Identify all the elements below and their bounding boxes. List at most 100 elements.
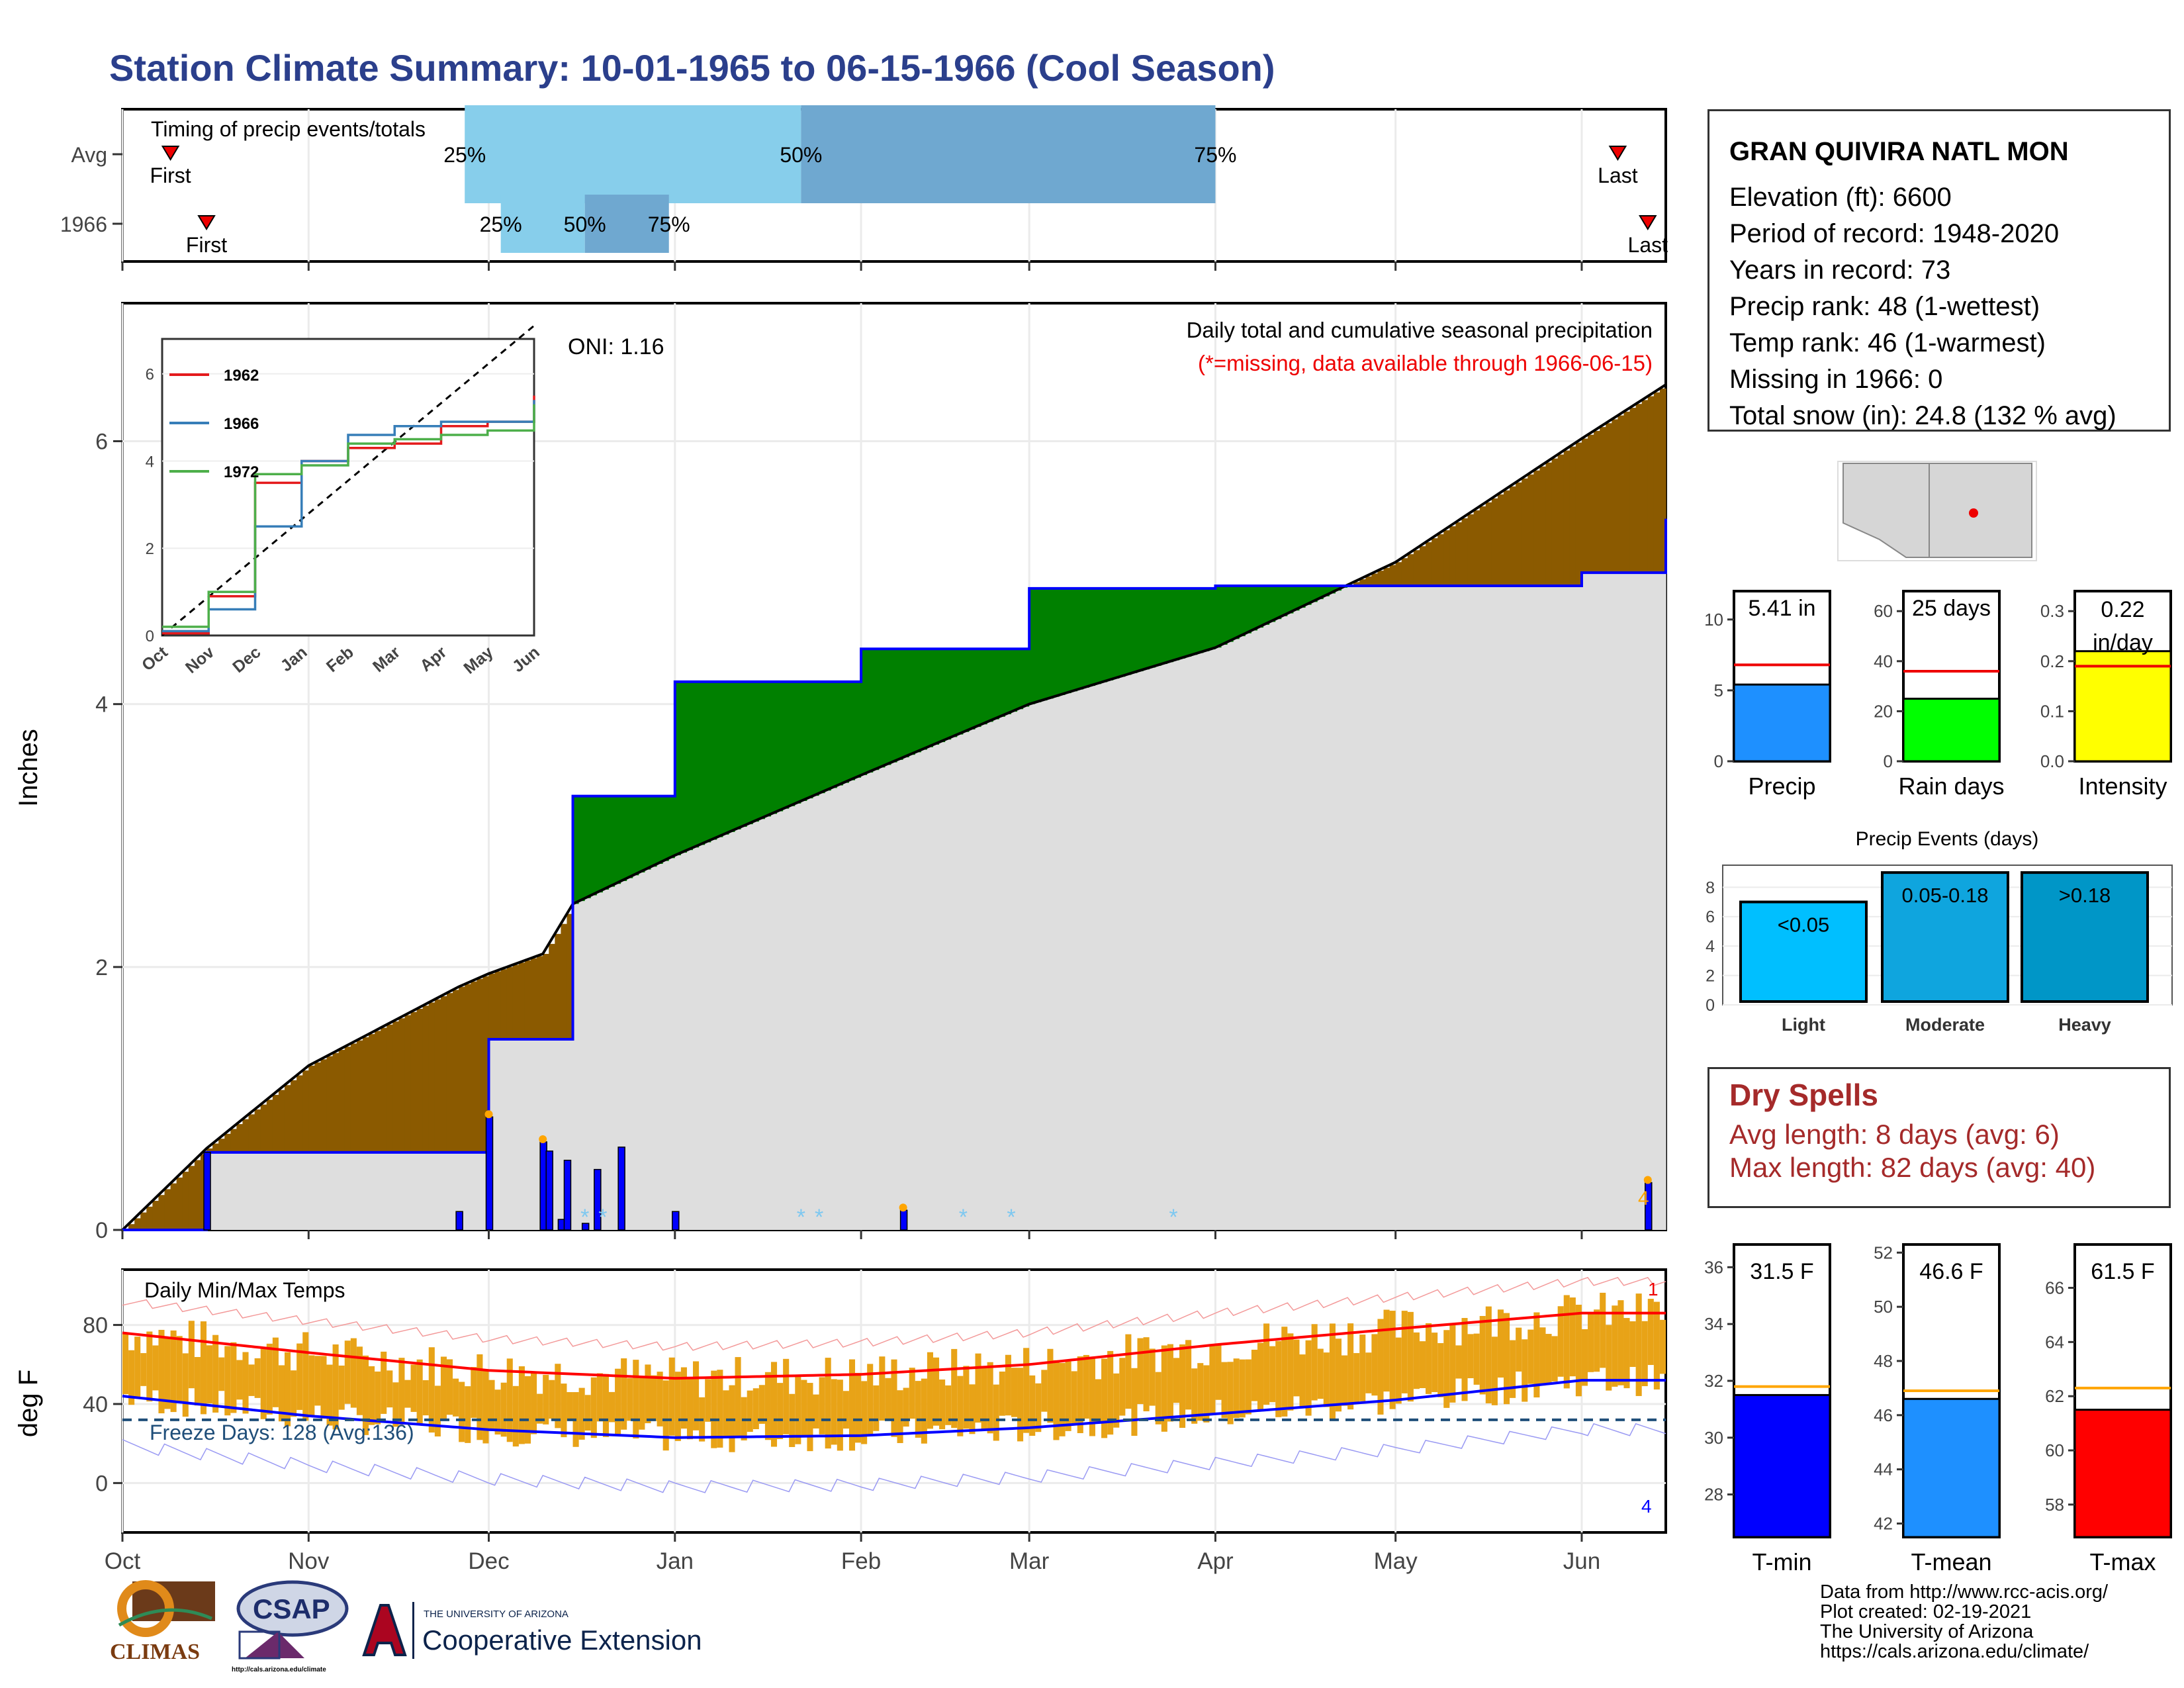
- below-avg-area: [338, 1049, 345, 1152]
- climatology-fill: [993, 719, 1000, 1230]
- climatology-fill: [842, 782, 850, 1230]
- below-avg-area: [1443, 530, 1450, 586]
- climatology-fill: [344, 1152, 351, 1230]
- climatology-fill: [662, 861, 670, 1230]
- climatology-fill: [1581, 573, 1588, 1230]
- daily-precip-bar: [899, 1209, 908, 1231]
- climatology-fill: [284, 1152, 291, 1230]
- below-avg-area: [1504, 490, 1510, 586]
- climatology-fill: [795, 803, 801, 1230]
- below-avg-area: [1629, 408, 1637, 573]
- above-avg-area: [608, 796, 615, 887]
- daily-temp-bar: [1401, 1311, 1408, 1393]
- climatology-fill: [392, 1152, 400, 1230]
- climatology-fill: [512, 1039, 520, 1230]
- daily-temp-bar: [987, 1362, 993, 1434]
- above-avg-area: [957, 649, 964, 735]
- daily-temp-bar: [1539, 1327, 1546, 1386]
- above-avg-area: [621, 796, 627, 881]
- daily-temp-bar: [1377, 1319, 1384, 1415]
- csap-mountain: [245, 1632, 304, 1658]
- climatology-fill: [1161, 664, 1168, 1230]
- above-avg-area: [1011, 649, 1018, 712]
- climatology-fill: [596, 892, 604, 1230]
- inset-series-line: [162, 404, 535, 628]
- precip-event-name: Heavy: [2058, 1015, 2111, 1035]
- climatology-fill: [506, 1039, 514, 1230]
- above-avg-area: [848, 681, 856, 780]
- summary-y-tick-label: 0.2: [2040, 651, 2064, 671]
- above-avg-area: [909, 649, 916, 755]
- above-avg-area: [1269, 585, 1276, 622]
- daily-temp-bar: [471, 1367, 477, 1418]
- precip-y-tick-label: 0: [95, 1218, 108, 1243]
- below-avg-area: [356, 1040, 363, 1152]
- events-y-tick-label: 6: [1706, 908, 1715, 927]
- daily-temp-bar: [356, 1346, 363, 1415]
- climatology-fill: [633, 875, 639, 1230]
- timing-label: Timing of precip events/totals: [151, 117, 426, 141]
- inset-y-tick-label: 2: [146, 540, 154, 558]
- climatology-fill: [218, 1152, 225, 1230]
- above-avg-area: [993, 649, 1000, 720]
- daily-temp-bar: [477, 1354, 483, 1440]
- daily-temp-bar: [1479, 1315, 1486, 1395]
- daily-temp-bar: [1407, 1311, 1414, 1402]
- daily-temp-bar: [909, 1368, 915, 1419]
- below-avg-area: [1527, 474, 1534, 586]
- above-avg-area: [764, 681, 772, 817]
- climatology-fill: [975, 727, 982, 1230]
- above-avg-area: [1179, 588, 1186, 659]
- daily-temp-bar: [969, 1384, 976, 1434]
- dry-spells-max: Max length: 82 days (avg: 40): [1729, 1152, 2096, 1183]
- above-avg-area: [1329, 585, 1336, 594]
- below-avg-area: [236, 1124, 244, 1152]
- climatology-fill: [1539, 585, 1547, 1230]
- climatology-fill: [1041, 700, 1048, 1230]
- month-label: Feb: [841, 1548, 881, 1574]
- climatology-fill: [1395, 585, 1402, 1230]
- above-avg-area: [867, 649, 874, 773]
- daily-temp-bar: [621, 1358, 627, 1430]
- temp-summary-y-tick-label: 32: [1704, 1371, 1723, 1391]
- above-avg-area: [723, 681, 730, 835]
- below-avg-area: [230, 1129, 238, 1152]
- daily-temp-bar: [693, 1361, 700, 1430]
- daily-temp-bar: [1029, 1375, 1036, 1436]
- above-avg-area: [674, 681, 682, 856]
- daily-temp-bar: [1641, 1321, 1648, 1387]
- daily-temp-bar: [1101, 1358, 1108, 1438]
- daily-temp-bar: [1522, 1339, 1528, 1402]
- inset-y-tick-label: 0: [146, 628, 154, 645]
- climatology-fill: [440, 1152, 447, 1230]
- climatology-fill: [735, 829, 742, 1230]
- month-label: Jun: [1563, 1548, 1600, 1574]
- month-label: Oct: [105, 1548, 141, 1574]
- below-avg-area: [488, 973, 496, 1040]
- precip-event-range: 0.05-0.18: [1902, 884, 1989, 907]
- missing-note: (*=missing, data available through 1966-…: [1198, 351, 1653, 375]
- daily-temp-bar: [711, 1370, 717, 1448]
- daily-temp-bar: [272, 1337, 279, 1407]
- climatology-fill: [1527, 585, 1534, 1230]
- climatology-fill: [639, 872, 646, 1230]
- below-avg-area: [518, 962, 525, 1040]
- daily-temp-bar: [897, 1390, 903, 1444]
- below-avg-area: [494, 971, 502, 1040]
- daily-temp-bar: [975, 1353, 981, 1423]
- climatology-fill: [248, 1152, 255, 1230]
- daily-temp-bar: [945, 1385, 952, 1425]
- daily-temp-bar: [140, 1353, 147, 1386]
- daily-temp-bar: [1005, 1354, 1011, 1416]
- daily-temp-bar: [807, 1383, 813, 1452]
- freeze-days-label: Freeze Days: 128 (Avg:136): [150, 1421, 414, 1444]
- above-avg-area: [717, 681, 723, 837]
- above-avg-area: [627, 796, 633, 878]
- daily-temp-bar: [1155, 1372, 1161, 1425]
- daily-temp-bar: [1485, 1306, 1492, 1403]
- climatology-fill: [752, 821, 760, 1230]
- climatology-fill: [645, 869, 652, 1230]
- summary-bar-name: Precip: [1748, 773, 1815, 800]
- above-avg-area: [1053, 588, 1060, 697]
- daily-temp-bar: [254, 1358, 261, 1398]
